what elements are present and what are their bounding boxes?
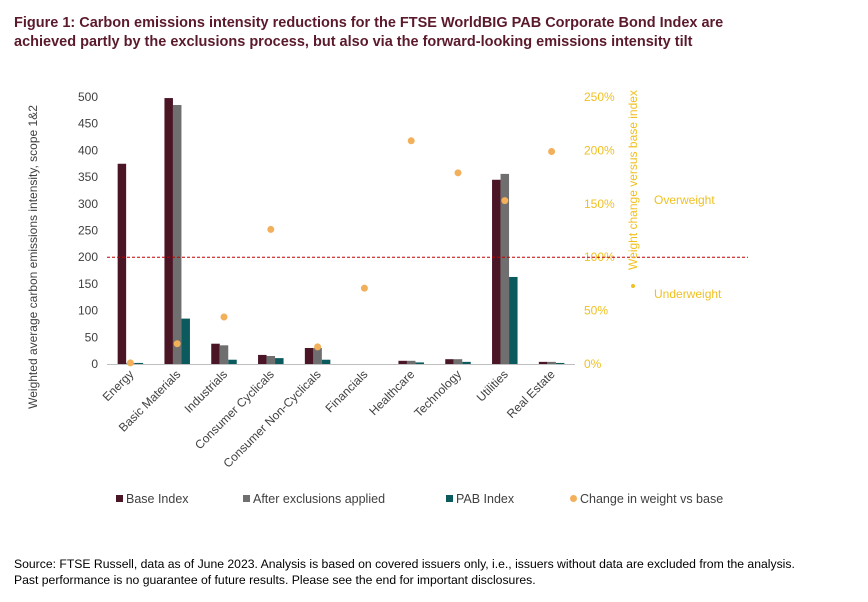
legend-swatch [116, 495, 123, 502]
bar-after-exclusions [266, 355, 276, 364]
overweight-annotation: Overweight [654, 193, 715, 207]
right-y-tick-label: 50% [584, 304, 608, 318]
bar-base-index [398, 360, 407, 364]
weight-change-point [173, 340, 181, 348]
bar-base-index [164, 98, 173, 365]
category-label: Industrials [182, 367, 231, 416]
bar-pab-index [228, 359, 237, 364]
source-line-1: Source: FTSE Russell, data as of June 20… [14, 557, 795, 571]
y-tick-label: 100 [78, 304, 98, 318]
legend-base-index: Base Index [116, 492, 189, 506]
y-tick-label: 500 [78, 90, 98, 104]
bar-pab-index [275, 358, 284, 364]
bar-pab-index [555, 362, 565, 364]
weight-change-point [454, 169, 462, 177]
y-axis-label: Weighted average carbon emissions intens… [26, 105, 40, 409]
bar-after-exclusions [453, 359, 463, 364]
bar-base-index [211, 343, 220, 364]
weight-change-point [548, 147, 556, 155]
bar-base-index [538, 361, 548, 364]
right-y-tick-label: 250% [584, 90, 615, 104]
right-y-tick-label: 200% [584, 143, 615, 157]
underweight-annotation: Underweight [654, 287, 722, 301]
y-tick-label: 50 [85, 330, 99, 344]
left-axis-ticks: 0 50 100 150 200 250 300 350 400 450 500 [78, 90, 98, 371]
category-label: Energy [100, 367, 137, 404]
weight-change-point [314, 343, 322, 351]
source-line-2: Past performance is no guarantee of futu… [14, 573, 536, 587]
bar-base-index [445, 359, 454, 364]
weight-change-point [126, 359, 134, 367]
legend-label: PAB Index [456, 492, 515, 506]
bar-base-index [258, 354, 267, 364]
category-label: Real Estate [504, 367, 558, 421]
weight-change-point [220, 313, 228, 321]
bar-after-exclusions [547, 361, 556, 364]
bar-after-exclusions [172, 105, 182, 364]
y-tick-label: 450 [78, 117, 98, 131]
legend-label: After exclusions applied [253, 492, 385, 506]
source-note: Source: FTSE Russell, data as of June 20… [14, 556, 864, 588]
legend-pab-index: PAB Index [446, 492, 515, 506]
figure-title: Figure 1: Carbon emissions intensity red… [14, 14, 854, 52]
weight-change-point [267, 225, 275, 233]
bar-after-exclusions [313, 347, 322, 364]
category-label: Financials [322, 367, 370, 415]
bar-base-index [304, 347, 314, 364]
category-label: Consumer Cyclicals [192, 367, 277, 452]
bar-after-exclusions [406, 360, 416, 364]
legend-after-exclusions: After exclusions applied [243, 492, 385, 506]
right-axis-label: Weight change versus base index [626, 90, 640, 270]
legend-swatch [570, 495, 577, 502]
legend-weight-change: Change in weight vs base [570, 492, 723, 506]
right-axis-label-marker [631, 284, 635, 288]
category-label: Consumer Non-Cyclicals [220, 367, 323, 470]
y-tick-label: 250 [78, 224, 98, 238]
y-tick-label: 0 [91, 357, 98, 371]
y-tick-label: 350 [78, 170, 98, 184]
weight-change-point [501, 197, 509, 205]
bar-base-index [492, 179, 501, 364]
weight-change-point [360, 284, 368, 292]
bar-pab-index [321, 359, 331, 364]
bar-pab-index [462, 361, 471, 364]
y-tick-label: 300 [78, 197, 98, 211]
bar-pab-index [415, 362, 424, 364]
bar-after-exclusions [500, 173, 510, 364]
figure-title-line-1: Figure 1: Carbon emissions intensity red… [14, 15, 724, 31]
legend-label: Change in weight vs base [580, 492, 723, 506]
y-tick-label: 400 [78, 143, 98, 157]
bar-pab-index [134, 362, 144, 364]
category-label: Healthcare [366, 367, 417, 418]
y-tick-label: 200 [78, 250, 98, 264]
bar-base-index [117, 163, 127, 364]
category-label: Utilities [474, 367, 511, 404]
legend-swatch [446, 495, 453, 502]
bars [117, 98, 565, 365]
right-y-tick-label: 150% [584, 197, 615, 211]
bar-after-exclusions [219, 345, 229, 364]
legend-label: Base Index [126, 492, 189, 506]
weight-change-points [126, 137, 556, 367]
category-label: Technology [411, 367, 464, 420]
right-axis-ticks: 0%50%100%150%200%250% [584, 90, 615, 371]
right-axis-label-group: Weight change versus base index [626, 90, 640, 288]
legend-swatch [243, 495, 250, 502]
figure-title-line-2: achieved partly by the exclusions proces… [14, 34, 693, 50]
weight-change-point [407, 137, 415, 145]
bar-pab-index [509, 276, 518, 364]
right-y-tick-label: 0% [584, 357, 602, 371]
legend: Base Index After exclusions applied PAB In… [116, 492, 723, 506]
y-tick-label: 150 [78, 277, 98, 291]
bar-pab-index [181, 318, 190, 364]
